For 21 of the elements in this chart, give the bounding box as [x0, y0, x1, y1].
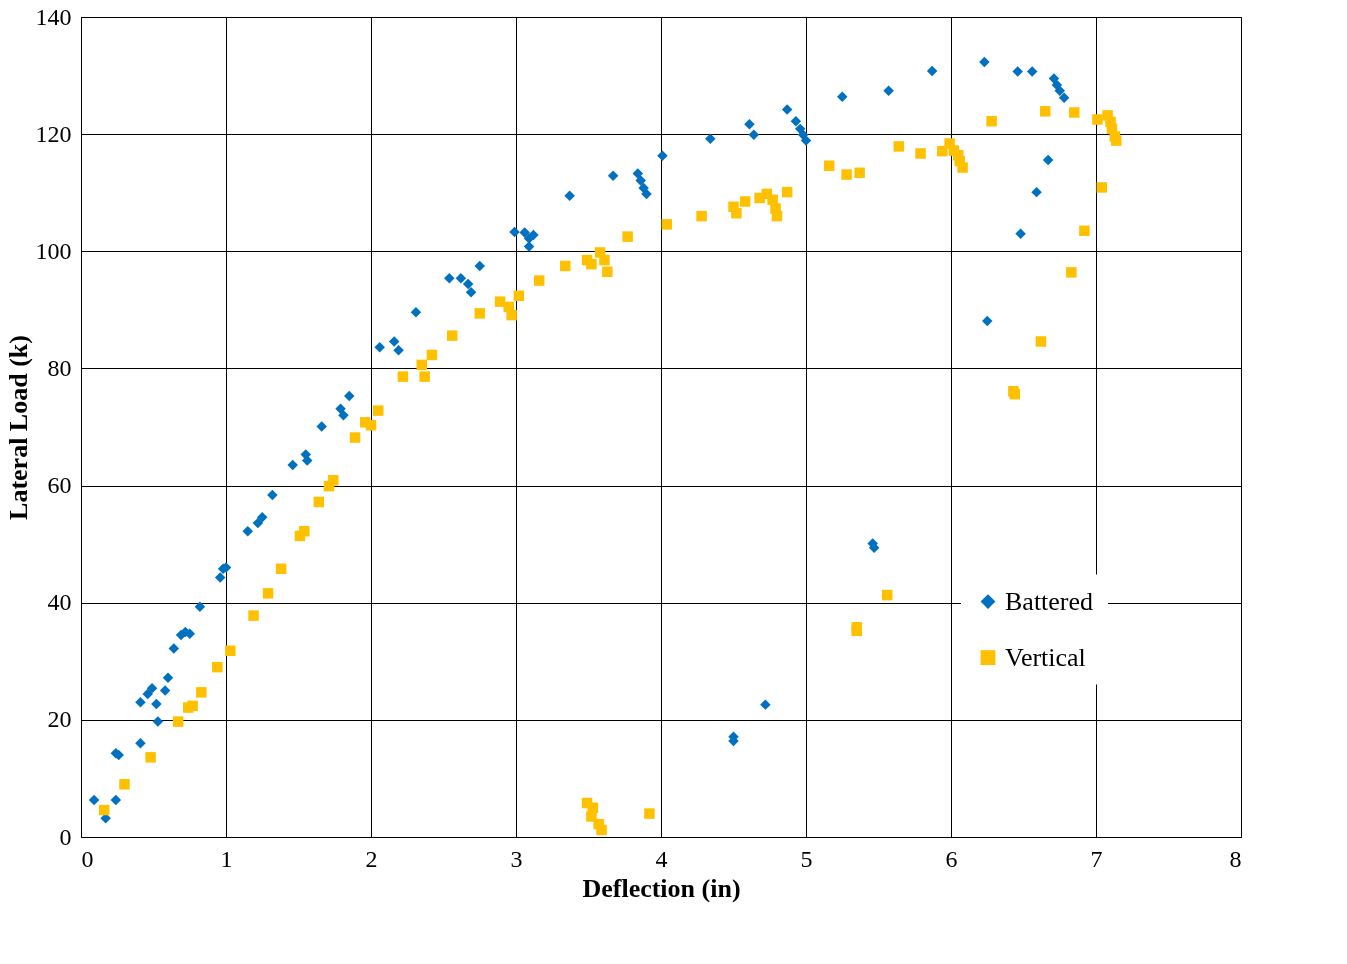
legend-label: Battered — [1005, 586, 1094, 616]
y-tick-label: 140 — [35, 3, 72, 30]
x-tick-label: 8 — [1229, 845, 1242, 872]
x-tick-label: 1 — [220, 845, 233, 872]
y-tick-label: 60 — [47, 472, 72, 499]
x-tick-label: 3 — [510, 845, 523, 872]
x-tick-label: 6 — [945, 845, 958, 872]
y-tick-label: 120 — [35, 120, 72, 147]
legend-label: Vertical — [1005, 642, 1086, 672]
x-tick-label: 4 — [655, 845, 668, 872]
x-tick-label: 0 — [81, 845, 94, 872]
y-tick-label: 40 — [47, 589, 72, 616]
x-tick-label: 5 — [800, 845, 813, 872]
y-tick-label: 0 — [59, 823, 72, 850]
x-tick-label: 2 — [365, 845, 378, 872]
y-tick-label: 20 — [47, 706, 72, 733]
x-tick-label: 7 — [1090, 845, 1103, 872]
y-tick-label: 100 — [35, 237, 72, 264]
y-axis-title: Lateral Load (k) — [3, 335, 33, 520]
x-axis-title: Deflection (in) — [582, 873, 741, 903]
y-tick-label: 80 — [47, 354, 72, 381]
